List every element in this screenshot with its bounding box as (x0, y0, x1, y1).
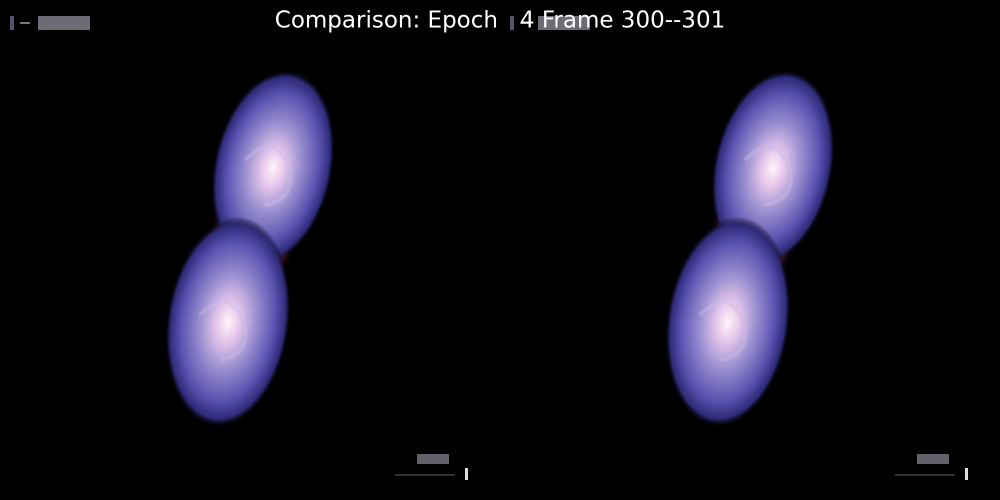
title: Comparison: Epoch 4 Frame 300--301 (275, 8, 725, 34)
right-panel (508, 14, 970, 482)
left-panel (8, 14, 470, 482)
